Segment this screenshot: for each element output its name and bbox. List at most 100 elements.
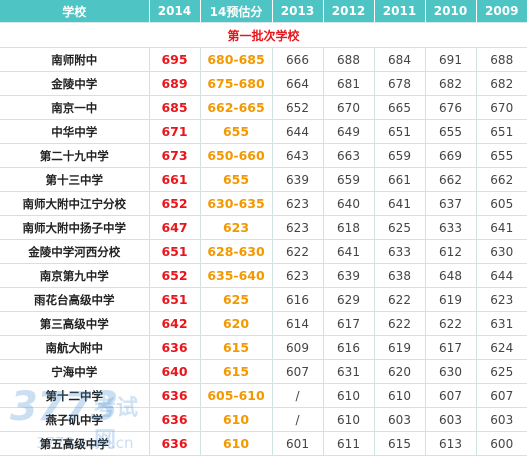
school-cell: 中华中学 [0, 119, 150, 144]
score-2011-cell: 620 [374, 359, 426, 384]
score-2013-cell: 623 [272, 215, 324, 240]
score-2013-cell: 644 [272, 119, 324, 144]
score-2012-cell: 649 [323, 119, 375, 144]
estimate-cell: 662-665 [200, 95, 273, 120]
score-2010-cell: 607 [425, 383, 477, 408]
header-2009: 2009 [476, 0, 527, 23]
score-2013-cell: 639 [272, 167, 324, 192]
score-2010-cell: 655 [425, 119, 477, 144]
table-row: 南京一中 685 662-665 652 670 665 676 670 [0, 95, 527, 120]
header-2012: 2012 [323, 0, 375, 23]
school-cell: 南航大附中 [0, 335, 150, 360]
score-2009-cell: 688 [476, 47, 527, 72]
score-2011-cell: 622 [374, 287, 426, 312]
estimate-cell: 620 [200, 311, 273, 336]
school-cell: 第五高级中学 [0, 431, 150, 456]
table-row: 第十二中学 636 605-610/610 610 607 607 [0, 383, 527, 408]
score-2009-cell: 651 [476, 119, 527, 144]
score-2010-cell: 648 [425, 263, 477, 288]
score-2014-cell: 636 [149, 383, 201, 408]
score-2014-cell: 695 [149, 47, 201, 72]
score-2011-cell: 659 [374, 143, 426, 168]
score-2011-cell: 684 [374, 47, 426, 72]
score-2013-cell: 622 [272, 239, 324, 264]
header-2011: 2011 [374, 0, 426, 23]
estimate-cell: 680-685 [200, 47, 273, 72]
score-2009-cell: 603 [476, 407, 527, 432]
score-2014-cell: 652 [149, 191, 201, 216]
score-2010-cell: 617 [425, 335, 477, 360]
school-cell: 金陵中学河西分校 [0, 239, 150, 264]
score-2012-cell: 663 [323, 143, 375, 168]
score-2010-cell: 662 [425, 167, 477, 192]
score-2012-cell: 617 [323, 311, 375, 336]
table-row: 金陵中学河西分校 651 628-630 622 641 633 612 630 [0, 239, 527, 264]
table-row: 雨花台高级中学 651 625 616 629 622 619 623 [0, 287, 527, 312]
score-2012-cell: 616 [323, 335, 375, 360]
school-cell: 宁海中学 [0, 359, 150, 384]
score-2009-cell: 630 [476, 239, 527, 264]
score-2012-cell: 618 [323, 215, 375, 240]
school-cell: 第十三中学 [0, 167, 150, 192]
score-2012-cell: 640 [323, 191, 375, 216]
estimate-cell: 625 [200, 287, 273, 312]
score-2010-cell: 669 [425, 143, 477, 168]
score-2012-cell: 610 [323, 383, 375, 408]
score-2011-cell: 619 [374, 335, 426, 360]
score-2014-cell: 636 [149, 335, 201, 360]
score-2011-cell: 622 [374, 311, 426, 336]
table-row: 南师大附中扬子中学 647 623 623 618 625 633 641 [0, 215, 527, 240]
score-2014-cell: 640 [149, 359, 201, 384]
score-2012-cell: 611 [323, 431, 375, 456]
estimate-cell: 623 [200, 215, 273, 240]
score-2012-cell: 631 [323, 359, 375, 384]
score-2012-cell: 659 [323, 167, 375, 192]
header-row: 学校 2014 14预估分 2013 2012 2011 2010 2009 [0, 0, 527, 23]
score-2014-cell: 647 [149, 215, 201, 240]
table-row: 第五高级中学 636 610 601 611 615 613 600 [0, 431, 527, 456]
estimate-cell: 615 [200, 335, 273, 360]
estimate-cell: 605-610 [200, 383, 273, 408]
score-2010-cell: 612 [425, 239, 477, 264]
section-row: 第一批次学校 [0, 22, 527, 48]
score-2009-cell: 623 [476, 287, 527, 312]
estimate-cell: 655 [200, 167, 273, 192]
table-row: 金陵中学 689 675-680 664 681 678 682 682 [0, 71, 527, 96]
score-2011-cell: 638 [374, 263, 426, 288]
score-2013-cell: 666 [272, 47, 324, 72]
score-2010-cell: 633 [425, 215, 477, 240]
school-cell: 南师大附中江宁分校 [0, 191, 150, 216]
header-2010: 2010 [425, 0, 477, 23]
score-table: 学校 2014 14预估分 2013 2012 2011 2010 2009 第… [0, 0, 527, 456]
score-2009-cell: 670 [476, 95, 527, 120]
score-2011-cell: 625 [374, 215, 426, 240]
score-2009-cell: 662 [476, 167, 527, 192]
score-2010-cell: 603 [425, 407, 477, 432]
school-cell: 南京第九中学 [0, 263, 150, 288]
table-row: 中华中学 671 655 644 649 651 655 651 [0, 119, 527, 144]
score-2010-cell: 637 [425, 191, 477, 216]
header-estimate: 14预估分 [200, 0, 273, 23]
score-2009-cell: 624 [476, 335, 527, 360]
estimate-cell: 675-680 [200, 71, 273, 96]
estimate-cell: 635-640 [200, 263, 273, 288]
score-2013-cell: / [272, 383, 324, 408]
score-2013-cell: 664 [272, 71, 324, 96]
score-2012-cell: 641 [323, 239, 375, 264]
table-row: 第三高级中学 642 620 614 617 622 622 631 [0, 311, 527, 336]
score-2013-cell: 607 [272, 359, 324, 384]
score-2013-cell: 623 [272, 191, 324, 216]
score-2011-cell: 665 [374, 95, 426, 120]
score-2014-cell: 661 [149, 167, 201, 192]
score-2011-cell: 603 [374, 407, 426, 432]
score-2010-cell: 622 [425, 311, 477, 336]
score-2010-cell: 676 [425, 95, 477, 120]
score-2012-cell: 629 [323, 287, 375, 312]
estimate-cell: 610 [200, 407, 273, 432]
score-2010-cell: 619 [425, 287, 477, 312]
score-2009-cell: 655 [476, 143, 527, 168]
table-row: 第十三中学 661 655 639 659 661 662 662 [0, 167, 527, 192]
score-2014-cell: 673 [149, 143, 201, 168]
score-2012-cell: 688 [323, 47, 375, 72]
score-2009-cell: 682 [476, 71, 527, 96]
